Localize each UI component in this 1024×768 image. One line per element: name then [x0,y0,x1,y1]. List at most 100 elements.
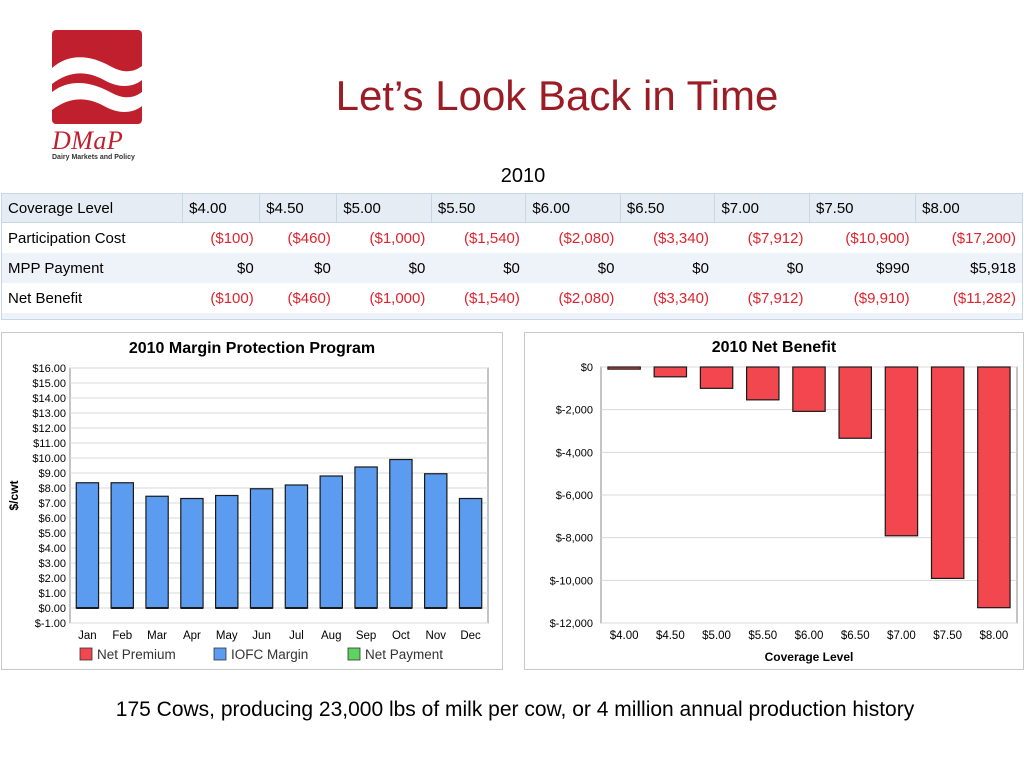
x-tick-label: Jan [78,630,97,642]
table-cell: $990 [809,253,916,283]
y-tick-label: $0 [581,362,593,374]
table-header-cell: $7.00 [714,193,810,223]
legend-swatch [347,647,361,661]
y-tick-label: $8.00 [38,483,66,495]
table-cell: ($11,282) [915,283,1023,313]
x-tick-label: $7.50 [933,630,962,642]
legend-swatch [79,647,93,661]
y-tick-label: $10.00 [32,453,66,465]
legend-swatch [213,647,227,661]
y-tick-label: $-2,000 [556,405,593,417]
y-tick-label: $-1.00 [35,618,66,630]
y-tick-label: $1.00 [38,588,66,600]
net-benefit-chart-panel: 2010 Net Benefit $-12,000 $-10,000 $-8,000 $… [524,332,1024,670]
bar-net-benefit [884,366,919,537]
table-cell: $0 [525,253,621,283]
x-tick-label: Mar [147,630,167,642]
y-tick-label: $-4,000 [556,447,593,459]
logo-mark [52,30,142,124]
y-tick-label: $-12,000 [550,618,593,630]
x-tick-label: Nov [426,630,447,642]
table-cell: ($3,340) [620,283,715,313]
x-tick-label: May [216,630,238,642]
x-tick-label: $7.00 [887,630,916,642]
table-header-cell: $5.50 [431,193,527,223]
table-cell: ($3,340) [620,222,715,253]
logo-name: DMaP [52,126,124,155]
net-benefit-chart: 2010 Net Benefit $-12,000 $-10,000 $-8,000 $… [550,339,1018,664]
y-tick-label: $14.00 [32,393,66,405]
table-header-cell: $5.00 [336,193,432,223]
row-label: Participation Cost [1,222,183,253]
wave-icon [52,57,142,112]
table-cell: $0 [336,253,432,283]
bar-net-benefit [930,366,965,580]
bar-iofc-margin [215,494,239,609]
table-cell: ($460) [259,222,337,253]
table-row: Participation Cost ($100) ($460) ($1,000… [1,222,1023,253]
y-tick-label: $-6,000 [556,490,593,502]
table-header-cell: $4.50 [259,193,338,223]
margin-protection-chart: 2010 Margin Protection Program $-1.00 $0.0… [7,340,489,662]
legend-label: IOFC Margin [231,647,308,662]
row-label: Net Benefit [1,283,183,313]
x-tick-label: Jun [252,630,271,642]
bar-iofc-margin [75,482,100,609]
bar-net-benefit [653,366,688,378]
bar-iofc-margin [110,482,134,609]
x-tick-label: $5.50 [748,630,777,642]
x-tick-label: Apr [183,630,201,642]
table-header-cell: Coverage Level [1,193,184,223]
y-axis-label: $/cwt [7,480,21,510]
table-spacer-row [1,313,1023,320]
table-cell: ($7,912) [714,222,810,253]
bar-iofc-margin [319,475,343,609]
dmap-logo: DMaP Dairy Markets and Policy [52,30,152,162]
table-cell: ($460) [259,283,337,313]
bar-iofc-margin [180,497,204,609]
table-cell: $0 [182,253,260,283]
x-tick-label: Aug [321,630,341,642]
y-tick-label: $0.00 [38,603,66,615]
x-tick-label: $4.00 [610,630,639,642]
bar-iofc-margin [145,495,169,609]
bar-net-benefit [746,366,780,401]
table-cell: ($7,912) [714,283,810,313]
y-tick-label: $16.00 [32,363,66,375]
bar-net-benefit [838,366,872,439]
coverage-table: Coverage Level $4.00 $4.50 $5.00 $5.50 $… [1,193,1023,320]
chart-title: 2010 Net Benefit [712,339,837,356]
y-tick-label: $3.00 [38,558,66,570]
table-cell: $5,918 [915,253,1023,283]
table-header-cell: $6.00 [525,193,621,223]
x-tick-label: $8.00 [979,630,1008,642]
bar-iofc-margin [284,484,309,609]
table-row: MPP Payment $0 $0 $0 $0 $0 $0 $0 $990 $5… [1,253,1023,283]
x-tick-label: Jul [289,630,304,642]
legend-label: Net Premium [97,647,176,662]
table-header-cell: $8.00 [915,193,1023,223]
table-header-cell: $4.00 [182,193,261,223]
x-tick-label: Feb [112,630,132,642]
table-cell: ($1,000) [336,222,432,253]
table-cell: ($100) [182,283,260,313]
chart-title: 2010 Margin Protection Program [129,340,375,357]
y-tick-label: $4.00 [38,543,66,555]
bar-net-benefit [977,366,1011,609]
x-tick-label: $6.00 [795,630,824,642]
bar-net-benefit [792,366,826,412]
y-tick-label: $12.00 [32,423,66,435]
bar-net-benefit [699,366,734,389]
x-tick-label: Dec [460,630,481,642]
x-tick-label: $4.50 [656,630,685,642]
y-tick-label: $2.00 [38,573,66,585]
table-header-row: Coverage Level $4.00 $4.50 $5.00 $5.50 $… [1,193,1023,223]
y-tick-label: $6.00 [38,513,66,525]
x-tick-label: $5.00 [702,630,731,642]
table-cell: ($1,000) [336,283,432,313]
y-tick-label: $5.00 [38,528,66,540]
table-cell: $0 [431,253,526,283]
bar-iofc-margin [249,488,274,609]
y-tick-label: $-10,000 [550,575,593,587]
table-cell: ($9,910) [809,283,916,313]
